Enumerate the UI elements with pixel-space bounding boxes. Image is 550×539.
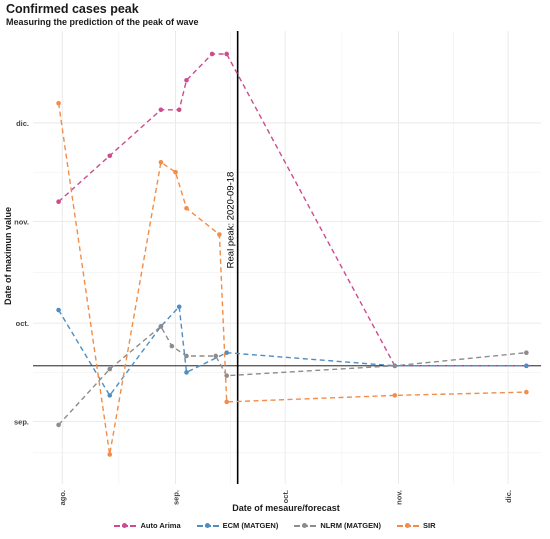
data-point-ecm-matgen [184,370,189,375]
data-point-auto-arima [184,77,189,83]
legend-key [114,522,137,530]
data-point-sir [217,232,222,237]
legend-label: SIR [423,521,436,530]
data-point-nlrm-matgen [158,324,164,329]
x-tick-label: ago. [58,490,67,505]
legend: Auto Arima ECM (MATGEN) NLRM (MATGEN) SIR [0,521,550,532]
legend-item: SIR [397,521,436,530]
data-point-nlrm-matgen [524,350,529,355]
series-line-nlrm-matgen [58,325,527,426]
data-point-auto-arima [56,199,61,204]
x-tick-label: dic. [504,490,513,503]
y-axis-label: Date of maximun value [3,207,13,305]
y-tick-label: dic. [16,119,29,128]
y-tick-label: nov. [14,217,29,226]
data-point-ecm-matgen [56,307,61,313]
chart-subtitle: Measuring the prediction of the peak of … [6,17,199,27]
legend-item: Auto Arima [114,521,181,530]
legend-key [294,522,317,530]
data-point-nlrm-matgen [56,422,61,428]
series-line-sir [57,103,527,455]
chart-title: Confirmed cases peak [6,2,139,16]
data-point-ecm-matgen [524,363,529,369]
data-point-auto-arima [158,107,164,113]
series-line-ecm-matgen [57,305,527,397]
data-point-ecm-matgen [176,304,182,310]
legend-item: ECM (MATGEN) [196,521,279,530]
x-tick-label: oct. [281,490,290,503]
data-point-sir [56,100,61,106]
legend-label: NLRM (MATGEN) [320,521,381,530]
legend-label: Auto Arima [140,521,181,530]
x-tick-label: sep. [172,490,181,505]
data-point-sir [224,399,229,405]
legend-key [196,522,219,530]
data-point-nlrm-matgen [392,363,398,369]
data-point-sir [184,205,189,211]
data-point-sir [158,160,164,165]
series-layer [56,51,529,457]
y-tick-label: sep. [14,418,29,427]
data-point-sir [173,169,178,175]
reference-lines [33,31,541,484]
legend-label: ECM (MATGEN) [222,521,279,530]
data-point-auto-arima [176,107,182,113]
data-point-nlrm-matgen [213,353,219,359]
data-point-auto-arima [209,51,215,57]
y-tick-label: oct. [16,319,29,328]
data-point-nlrm-matgen [184,353,189,359]
legend-item: NLRM (MATGEN) [294,521,381,530]
legend-key [397,522,419,530]
data-point-nlrm-matgen [169,343,175,349]
data-point-sir [392,393,398,398]
data-point-auto-arima [224,51,229,57]
data-point-sir [107,452,113,457]
data-point-nlrm-matgen [107,366,113,372]
series-line-auto-arima [58,53,527,367]
data-point-nlrm-matgen [224,373,229,378]
x-axis-label: Date of mesaure/forecast [232,503,340,513]
tick-labels: ago. sep. oct. nov. dic. sep. oct. nov. dic. [14,119,513,506]
data-point-ecm-matgen [107,393,113,398]
real-peak-label: Real peak: 2020-09-18 [226,172,237,269]
data-point-ecm-matgen [224,350,229,355]
data-point-auto-arima [107,153,113,159]
grid-lines [33,31,541,484]
x-tick-label: nov. [394,490,403,505]
data-point-sir [524,389,529,395]
